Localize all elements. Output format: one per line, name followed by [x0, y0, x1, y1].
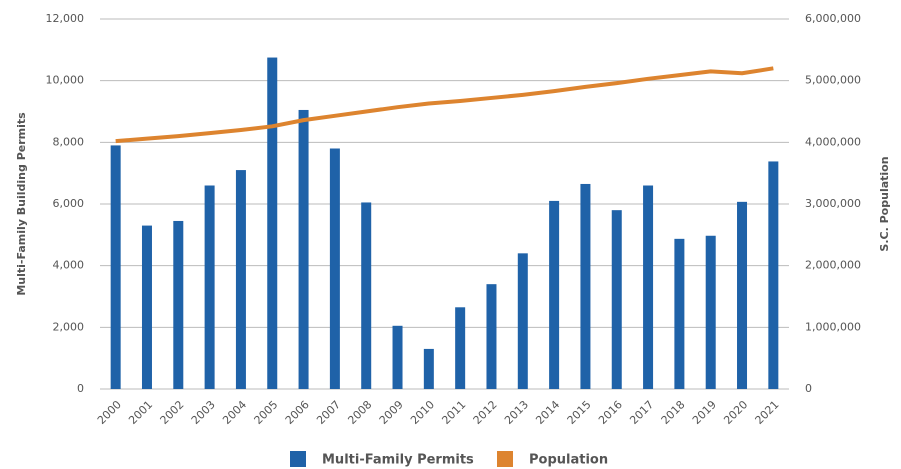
bar	[611, 210, 622, 389]
x-tick-label: 2003	[189, 398, 218, 427]
x-tick-label: 2000	[95, 398, 124, 427]
y-tick-label: 4,000	[53, 259, 85, 272]
y2-tick-label: 2,000,000	[805, 259, 861, 272]
bar	[705, 235, 716, 389]
bar	[517, 253, 528, 389]
bar	[486, 284, 497, 389]
y-axis-title: Multi-Family Building Permits	[15, 112, 28, 296]
x-tick-label: 2018	[659, 398, 688, 427]
bar	[110, 145, 121, 389]
bar	[455, 307, 466, 389]
y2-axis-title: S.C. Population	[878, 156, 891, 251]
legend-label: Multi-Family Permits	[322, 453, 474, 468]
x-tick-label: 2007	[314, 398, 343, 427]
x-tick-label: 2001	[126, 398, 155, 427]
y-tick-label: 0	[77, 382, 84, 395]
y2-tick-label: 1,000,000	[805, 320, 861, 333]
y2-tick-label: 3,000,000	[805, 197, 861, 210]
x-tick-label: 2002	[158, 398, 187, 427]
x-tick-label: 2006	[283, 398, 312, 427]
x-tick-label: 2010	[408, 398, 437, 427]
y-tick-label: 6,000	[53, 197, 85, 210]
y2-tick-label: 5,000,000	[805, 74, 861, 87]
x-tick-label: 2009	[377, 398, 406, 427]
line	[115, 66, 774, 144]
bar	[361, 202, 372, 389]
x-tick-label: 2020	[721, 398, 750, 427]
x-tick-label: 2019	[690, 398, 719, 427]
bar	[392, 325, 403, 389]
bar	[423, 348, 434, 389]
y-tick-label: 10,000	[46, 74, 85, 87]
y-tick-label: 2,000	[53, 320, 85, 333]
bar	[768, 161, 779, 389]
x-tick-label: 2016	[596, 398, 625, 427]
bar	[298, 109, 309, 389]
x-tick-label: 2011	[439, 398, 468, 427]
bar	[235, 170, 246, 389]
x-tick-label: 2012	[471, 398, 500, 427]
x-tick-label: 2005	[252, 398, 281, 427]
bar	[549, 200, 560, 389]
x-tick-label: 2008	[345, 398, 374, 427]
bar	[204, 185, 215, 389]
x-tick-label: 2017	[627, 398, 656, 427]
legend-label: Population	[529, 453, 608, 468]
x-tick-label: 2014	[533, 398, 562, 427]
bar	[580, 183, 591, 389]
bar	[643, 185, 654, 389]
y2-tick-label: 6,000,000	[805, 12, 861, 25]
bar	[737, 201, 748, 389]
legend-swatch	[497, 451, 513, 467]
y-tick-label: 8,000	[53, 135, 85, 148]
x-tick-label: 2013	[502, 398, 531, 427]
x-tick-label: 2015	[565, 398, 594, 427]
bar	[173, 220, 184, 389]
bar	[267, 57, 278, 390]
bar	[674, 238, 685, 389]
y-tick-label: 12,000	[46, 12, 85, 25]
bar	[141, 225, 152, 389]
y2-tick-label: 4,000,000	[805, 135, 861, 148]
x-tick-label: 2021	[753, 398, 782, 427]
bar	[329, 148, 340, 389]
legend-swatch	[290, 451, 306, 467]
x-tick-label: 2004	[220, 398, 249, 427]
y2-tick-label: 0	[805, 382, 812, 395]
